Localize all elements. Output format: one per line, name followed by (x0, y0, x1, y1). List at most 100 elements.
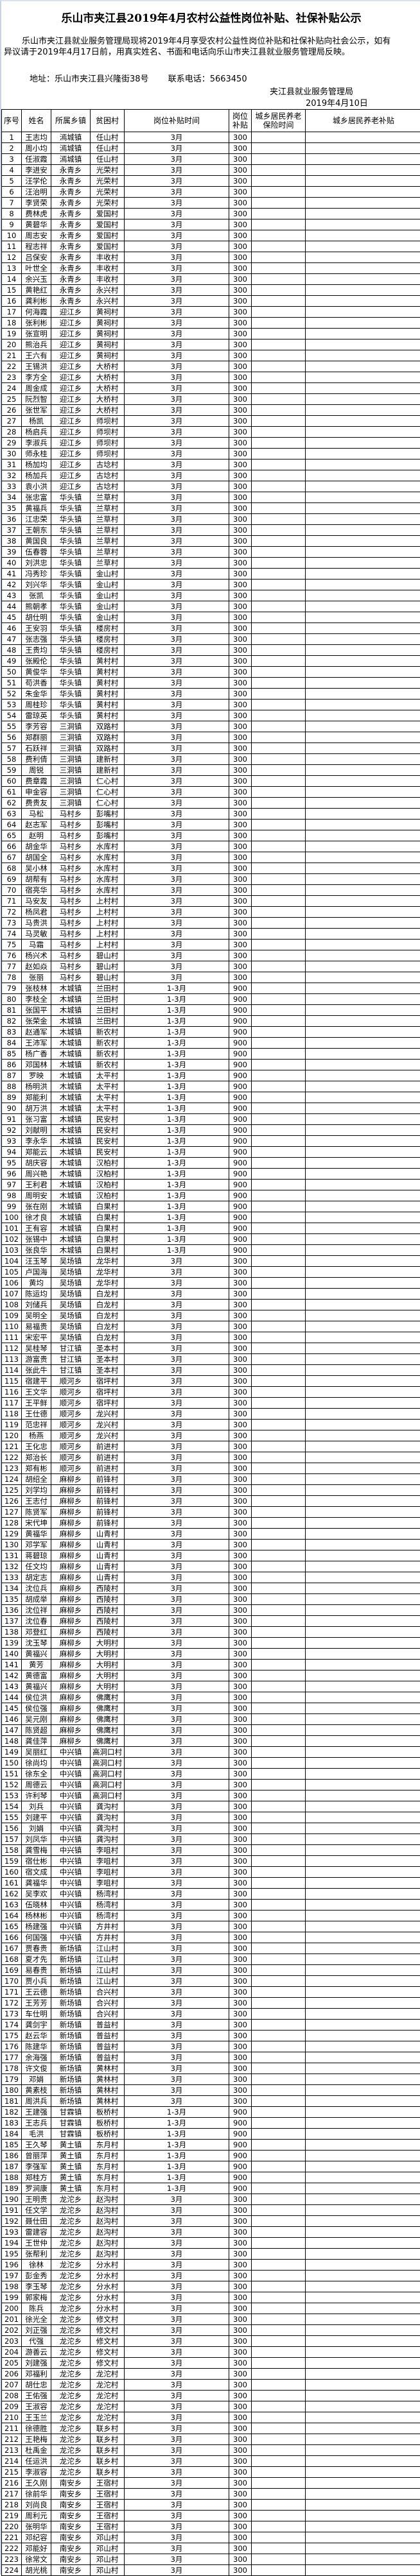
cell-post-subsidy: 300 (229, 2085, 252, 2096)
cell-seq: 1 (2, 132, 22, 143)
cell-town: 顺河乡 (51, 1452, 91, 1463)
cell-pension-subsidy (306, 1398, 420, 1409)
cell-village: 修文村 (91, 2358, 125, 2369)
cell-village: 黄村村 (91, 700, 125, 710)
cell-post-subsidy: 300 (229, 2009, 252, 2020)
cell-post-period: 3月 (125, 1518, 229, 1529)
cell-village: 上村村 (91, 896, 125, 907)
cell-post-period: 3月 (125, 558, 229, 569)
cell-name: 张国平 (22, 1005, 51, 1016)
cell-pension-subsidy (306, 2161, 420, 2172)
cell-name: 黄德富 (22, 1670, 51, 1681)
cell-town: 麻柳乡 (51, 1638, 91, 1649)
cell-town: 新场镇 (51, 2031, 91, 2041)
cell-town: 迎江乡 (51, 405, 91, 416)
cell-town: 中兴镇 (51, 1780, 91, 1790)
cell-seq: 168 (2, 1954, 22, 1965)
cell-pension-subsidy (306, 885, 420, 896)
cell-name: 贾春贵 (22, 1943, 51, 1954)
cell-seq: 10 (2, 230, 22, 241)
cell-village: 白果村 (91, 1201, 125, 1212)
cell-post-subsidy: 300 (229, 2205, 252, 2216)
cell-post-period: 3月 (125, 307, 229, 318)
cell-post-period: 3月 (125, 721, 229, 732)
cell-seq: 61 (2, 787, 22, 798)
cell-pension-subsidy (306, 416, 420, 427)
cell-post-period: 3月 (125, 1256, 229, 1267)
cell-village: 王宿村 (91, 2478, 125, 2489)
cell-village: 王宿村 (91, 2511, 125, 2521)
cell-post-subsidy: 300 (229, 2281, 252, 2292)
cell-village: 西陵村 (91, 1594, 125, 1605)
cell-pension-period (252, 1769, 306, 1780)
cell-name: 毛洪 (22, 2129, 51, 2140)
cell-post-subsidy: 300 (229, 2271, 252, 2281)
page-title: 乐山市夹江县2019年4月农村公益性岗位补贴、社保补贴公示 (1, 9, 420, 25)
cell-pension-subsidy (306, 1190, 420, 1201)
cell-pension-period (252, 1387, 306, 1398)
cell-post-period: 3月 (125, 263, 229, 274)
cell-town: 三洞镇 (51, 787, 91, 798)
cell-post-subsidy: 300 (229, 209, 252, 219)
cell-village: 兰田村 (91, 1016, 125, 1027)
cell-pension-period (252, 2052, 306, 2063)
cell-pension-period (252, 416, 306, 427)
cell-town: 麻柳乡 (51, 1529, 91, 1540)
cell-town: 新场镇 (51, 1987, 91, 1998)
cell-post-period: 3月 (125, 1540, 229, 1550)
cell-name: 赵如焱 (22, 961, 51, 972)
cell-name: 陈贤超 (22, 1725, 51, 1736)
cell-post-subsidy: 300 (229, 296, 252, 307)
cell-post-subsidy: 300 (229, 852, 252, 863)
cell-name: 马灵敏 (22, 929, 51, 940)
cell-post-subsidy: 300 (229, 1943, 252, 1954)
cell-pension-period (252, 514, 306, 525)
cell-seq: 25 (2, 394, 22, 405)
cell-village: 龙沱村 (91, 2401, 125, 2412)
cell-post-subsidy: 300 (229, 230, 252, 241)
cell-town: 麻柳乡 (51, 1660, 91, 1670)
cell-post-period: 3月 (125, 1758, 229, 1769)
cell-town: 麻柳乡 (51, 1474, 91, 1485)
cell-post-subsidy: 300 (229, 2478, 252, 2489)
cell-post-subsidy: 300 (229, 1703, 252, 1714)
cell-post-subsidy: 300 (229, 329, 252, 339)
cell-post-period: 3月 (125, 2041, 229, 2052)
cell-post-period: 3月 (125, 2227, 229, 2238)
cell-pension-period (252, 983, 306, 994)
cell-town: 顺河乡 (51, 1398, 91, 1409)
cell-pension-subsidy (306, 2238, 420, 2249)
cell-pension-period (252, 994, 306, 1005)
cell-pension-subsidy (306, 209, 420, 219)
cell-town: 华头镇 (51, 590, 91, 601)
cell-pension-period (252, 1998, 306, 2009)
cell-name: 李淑兵 (22, 438, 51, 449)
cell-name: 宋宏平 (22, 1332, 51, 1343)
cell-pension-subsidy (306, 2271, 420, 2281)
cell-seq: 81 (2, 1005, 22, 1016)
cell-pension-period (252, 623, 306, 634)
cell-post-subsidy: 300 (229, 1605, 252, 1616)
cell-pension-period (252, 1987, 306, 1998)
cell-name: 伍晓林 (22, 1900, 51, 1911)
cell-seq: 98 (2, 1190, 22, 1201)
cell-pension-subsidy (306, 383, 420, 394)
cell-name: 代强 (22, 2336, 51, 2347)
cell-pension-subsidy (306, 2063, 420, 2074)
cell-village: 西陵村 (91, 1605, 125, 1616)
